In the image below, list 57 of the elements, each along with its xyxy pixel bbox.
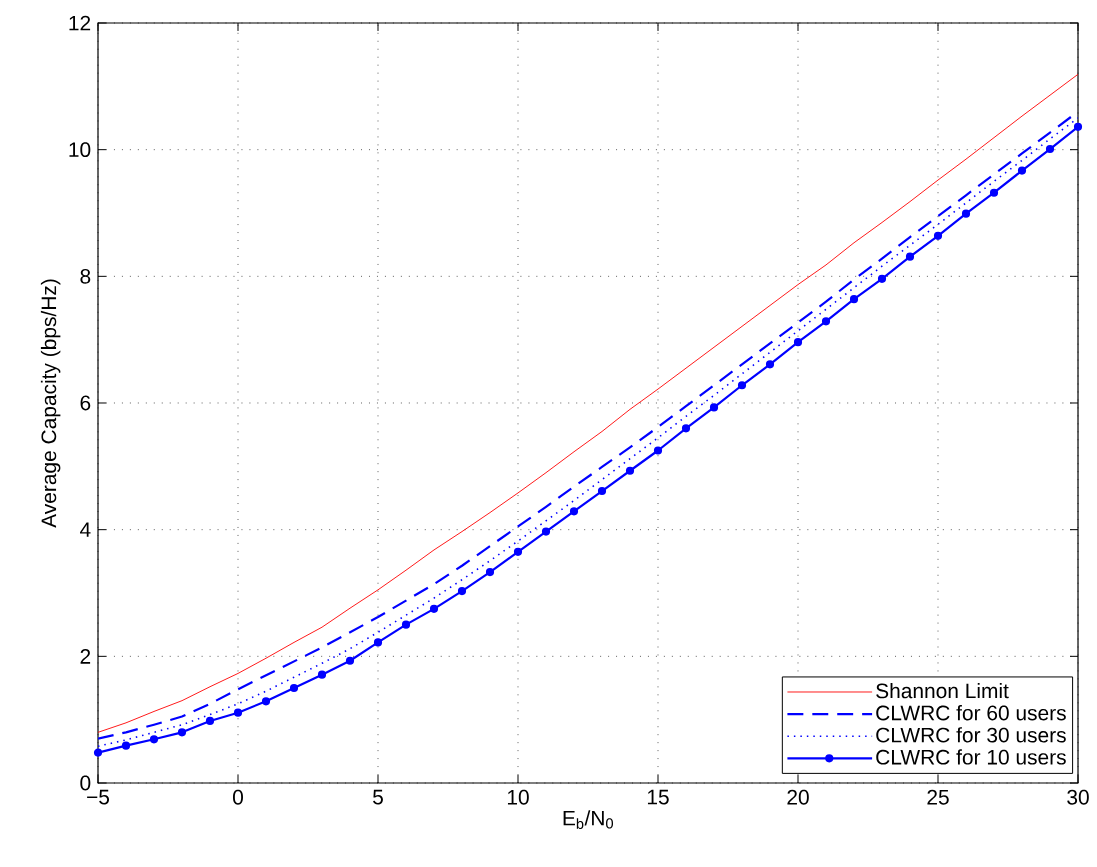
y-tick-label: 2 — [80, 649, 91, 664]
point — [541, 527, 551, 536]
point — [177, 728, 187, 737]
x-tick-label: 0 — [233, 789, 243, 805]
point — [821, 317, 831, 326]
point — [961, 209, 971, 218]
y-tick-label: 10 — [69, 142, 91, 158]
point — [205, 716, 215, 726]
x-tick-label: −5 — [87, 789, 110, 805]
x-tick-label: 30 — [1067, 789, 1089, 805]
point — [905, 252, 915, 261]
point — [933, 231, 943, 240]
y-tick-label: 4 — [80, 522, 91, 537]
point — [373, 638, 383, 647]
point — [261, 697, 271, 706]
y-tick-label: 8 — [80, 268, 91, 284]
legend-label: CLWRC for 10 users — [876, 749, 1066, 765]
point — [569, 507, 579, 516]
point — [233, 708, 243, 717]
point — [737, 381, 747, 390]
point — [877, 274, 887, 283]
legend-label: Shannon Limit — [876, 682, 1009, 699]
point — [457, 587, 467, 596]
point — [765, 360, 775, 369]
point — [289, 683, 299, 693]
point — [485, 568, 495, 577]
point — [317, 670, 327, 679]
point — [513, 547, 523, 556]
x-tick-label: 20 — [787, 789, 809, 805]
point — [93, 748, 103, 757]
x-tick-label: 25 — [927, 789, 949, 805]
point — [429, 604, 439, 613]
point — [681, 424, 691, 433]
point — [1045, 144, 1055, 154]
point — [709, 403, 719, 412]
legend-label: CLWRC for 60 users — [876, 705, 1066, 721]
y-axis-title: Average Capacity (bps/Hz) — [40, 279, 61, 528]
point — [793, 338, 803, 347]
y-tick-label: 0 — [80, 775, 91, 791]
x-tick-label: 5 — [373, 789, 383, 805]
x-axis-title: E$_{b}$/N$_{0}$ — [563, 810, 614, 829]
point — [653, 446, 663, 455]
point — [149, 735, 159, 744]
point — [345, 656, 355, 665]
x-tick-label: 15 — [647, 789, 669, 805]
x-tick-label: 10 — [507, 789, 529, 805]
point — [121, 741, 131, 750]
point — [625, 466, 635, 475]
legend-label: CLWRC for 30 users — [876, 727, 1066, 743]
point — [597, 486, 607, 496]
point — [1017, 166, 1027, 175]
y-tick-label: 12 — [69, 15, 91, 31]
y-tick-label: 6 — [80, 395, 91, 411]
point — [849, 295, 859, 304]
point — [1073, 122, 1083, 131]
point — [401, 620, 411, 629]
point — [989, 188, 999, 197]
